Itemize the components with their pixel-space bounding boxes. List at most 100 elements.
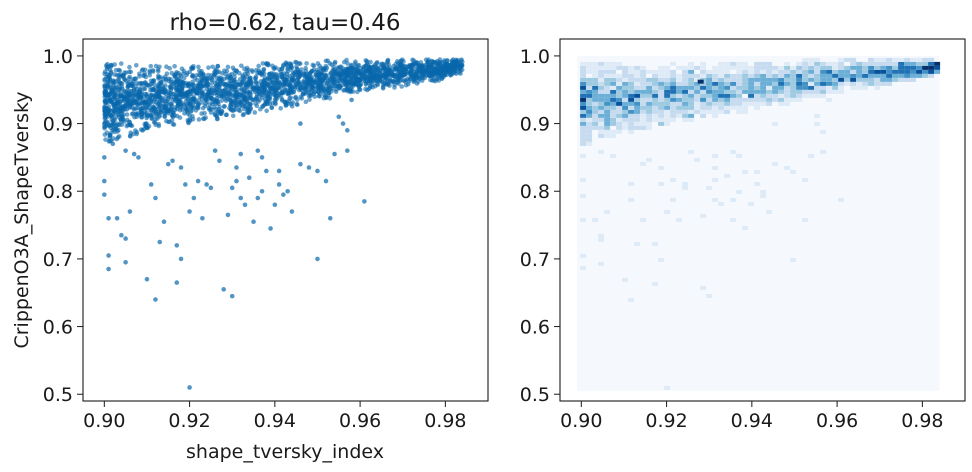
scatter-point	[450, 66, 456, 72]
scatter-point	[374, 60, 379, 66]
scatter-point	[285, 66, 290, 72]
scatter-point	[111, 94, 117, 100]
hexbin-cell	[664, 385, 671, 390]
hexbin-cell	[658, 81, 665, 86]
scatter-point	[200, 71, 206, 77]
hexbin-cell	[664, 85, 671, 90]
scatter-point	[380, 72, 386, 78]
hexbin-cell	[760, 193, 767, 198]
scatter-point	[354, 75, 359, 81]
hexbin-cell	[874, 69, 881, 74]
scatter-point	[327, 216, 333, 221]
scatter-point	[131, 151, 137, 157]
scatter-point	[385, 67, 391, 73]
hexbin-cell	[796, 81, 803, 86]
hexbin-cell	[790, 81, 797, 86]
hexbin-cell	[598, 237, 605, 242]
hexbin-cell	[736, 73, 743, 78]
hexbin-cell	[754, 169, 761, 174]
hexbin-cell	[604, 89, 611, 94]
scatter-point	[190, 114, 195, 119]
hexbin-cell	[598, 121, 605, 126]
scatter-point	[126, 104, 132, 110]
hexbin-cell	[724, 109, 731, 114]
scatter-point	[284, 62, 289, 68]
hexbin-cell	[784, 65, 791, 70]
hexbin-cell	[856, 85, 863, 90]
scatter-point	[134, 97, 140, 103]
scatter-point	[139, 68, 145, 73]
scatter-point	[271, 83, 277, 88]
hexbin-cell	[736, 105, 743, 110]
scatter-point	[428, 77, 433, 83]
scatter-point	[241, 111, 247, 117]
hexbin-cell	[742, 105, 749, 110]
scatter-point	[229, 185, 235, 191]
hexbin-cell	[652, 109, 659, 114]
scatter-point	[154, 89, 160, 95]
hexbin-cell	[628, 93, 635, 98]
hexbin-cell	[682, 93, 689, 98]
hexbin-cell	[658, 105, 665, 110]
scatter-point	[157, 81, 162, 86]
scatter-point	[228, 104, 234, 109]
hexbin-cell	[718, 69, 725, 74]
hexbin-cell	[784, 101, 791, 106]
hexbin-cell	[682, 113, 689, 118]
scatter-point	[184, 109, 190, 114]
scatter-point	[120, 117, 126, 123]
hexbin-cell	[580, 217, 587, 222]
hexbin-cell	[748, 93, 755, 98]
hexbin-cell	[676, 217, 683, 222]
hexbin-cell	[682, 85, 689, 90]
hexbin-cell	[646, 93, 653, 98]
hexbin-cell	[730, 85, 737, 90]
hexbin-cell	[682, 89, 689, 94]
scatter-point	[257, 70, 263, 75]
scatter-point	[189, 108, 194, 113]
scatter-point	[368, 59, 373, 65]
hexbin-cell	[598, 81, 605, 86]
hexbin-cell	[754, 85, 761, 90]
scatter-axes-frame	[82, 38, 489, 402]
scatter-point	[121, 112, 126, 117]
hexbin-cell	[586, 141, 593, 146]
scatter-point	[315, 86, 321, 92]
scatter-point	[337, 84, 343, 89]
scatter-point	[224, 112, 229, 118]
scatter-point	[187, 385, 192, 390]
hexbin-cell	[694, 89, 701, 94]
hexbin-cell	[910, 57, 917, 62]
scatter-point	[210, 99, 215, 105]
hexbin-cell	[718, 201, 725, 206]
hexbin-cell	[688, 77, 695, 82]
scatter-point	[380, 85, 386, 90]
hexbin-cell	[718, 93, 725, 98]
scatter-point	[285, 188, 290, 194]
scatter-point	[234, 178, 239, 184]
scatter-point	[225, 64, 231, 70]
scatter-point	[219, 78, 224, 84]
hexbin-cell	[850, 73, 857, 78]
scatter-point	[269, 105, 275, 111]
hexbin-cell	[862, 77, 869, 82]
scatter-point	[333, 89, 339, 94]
hexbin-cell	[586, 89, 593, 94]
hexbin-cell	[664, 81, 671, 86]
hexbin-cell	[700, 65, 707, 70]
hexbin-cell	[874, 73, 881, 78]
hexbin-cell	[784, 165, 791, 170]
hexbin-cell	[880, 81, 887, 86]
scatter-point	[409, 66, 414, 71]
hexbin-cell	[820, 61, 827, 66]
hexbin-cell	[580, 129, 587, 134]
hexbin-cell	[790, 97, 797, 102]
hexbin-cell	[616, 121, 623, 126]
hexbin-cell	[820, 81, 827, 86]
scatter-point	[394, 77, 399, 83]
scatter-point	[347, 87, 353, 92]
scatter-point	[150, 112, 156, 118]
hexbin-cell	[784, 69, 791, 74]
hexbin-cell	[748, 81, 755, 86]
hexbin-cell	[736, 93, 743, 98]
